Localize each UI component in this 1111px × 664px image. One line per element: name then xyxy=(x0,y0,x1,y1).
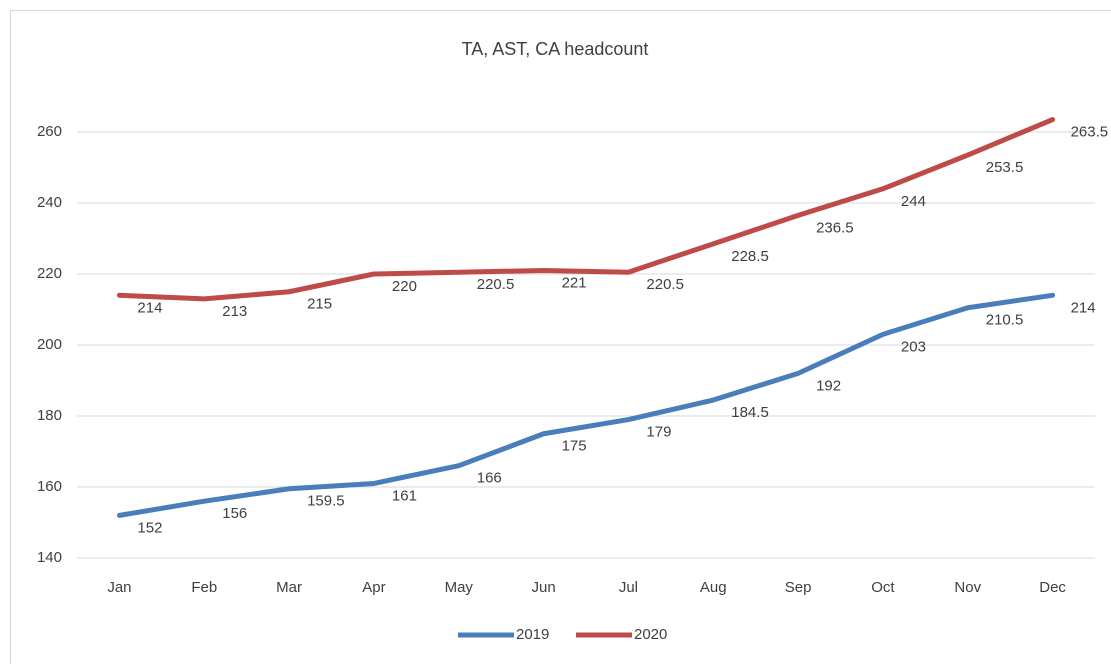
data-label: 220 xyxy=(392,278,417,295)
legend-label: 2020 xyxy=(634,626,667,643)
data-label: 215 xyxy=(307,296,332,313)
data-label: 192 xyxy=(816,377,841,394)
data-label: 236.5 xyxy=(816,219,854,236)
data-label: 175 xyxy=(562,438,587,455)
y-tick-label: 180 xyxy=(37,407,62,424)
x-tick-label: Jan xyxy=(107,579,131,596)
y-tick-label: 200 xyxy=(37,336,62,353)
data-label: 221 xyxy=(562,274,587,291)
chart-frame xyxy=(10,10,1111,664)
y-tick-label: 240 xyxy=(37,194,62,211)
data-label: 213 xyxy=(222,303,247,320)
x-tick-label: Jun xyxy=(531,579,555,596)
y-tick-label: 160 xyxy=(37,478,62,495)
data-label: 203 xyxy=(901,338,926,355)
data-label: 263.5 xyxy=(1071,124,1109,141)
x-tick-label: Mar xyxy=(276,579,302,596)
data-label: 228.5 xyxy=(731,248,769,265)
data-label: 253.5 xyxy=(986,159,1024,176)
data-label: 214 xyxy=(1071,299,1096,316)
x-tick-label: Aug xyxy=(700,579,727,596)
x-tick-label: Dec xyxy=(1039,579,1066,596)
data-label: 152 xyxy=(137,519,162,536)
x-tick-label: Oct xyxy=(871,579,895,596)
data-label: 220.5 xyxy=(477,276,515,293)
data-label: 244 xyxy=(901,193,926,210)
x-tick-label: Jul xyxy=(619,579,638,596)
data-label: 184.5 xyxy=(731,404,769,421)
x-tick-label: Feb xyxy=(191,579,217,596)
data-label: 166 xyxy=(477,470,502,487)
x-tick-label: Nov xyxy=(954,579,981,596)
data-label: 220.5 xyxy=(646,276,684,293)
data-line xyxy=(116,292,1056,518)
y-tick-label: 220 xyxy=(37,265,62,282)
data-label: 179 xyxy=(646,424,671,441)
chart-title: TA, AST, CA headcount xyxy=(462,39,649,59)
data-label: 210.5 xyxy=(986,312,1024,329)
x-tick-label: Apr xyxy=(362,579,385,596)
legend-label: 2019 xyxy=(516,626,549,643)
data-line xyxy=(116,117,1056,302)
data-label: 156 xyxy=(222,505,247,522)
data-label: 161 xyxy=(392,487,417,504)
y-tick-label: 140 xyxy=(37,549,62,566)
x-tick-label: Sep xyxy=(785,579,812,596)
data-label: 214 xyxy=(137,299,162,316)
x-tick-label: May xyxy=(445,579,474,596)
y-tick-label: 260 xyxy=(37,123,62,140)
data-label: 159.5 xyxy=(307,493,345,510)
